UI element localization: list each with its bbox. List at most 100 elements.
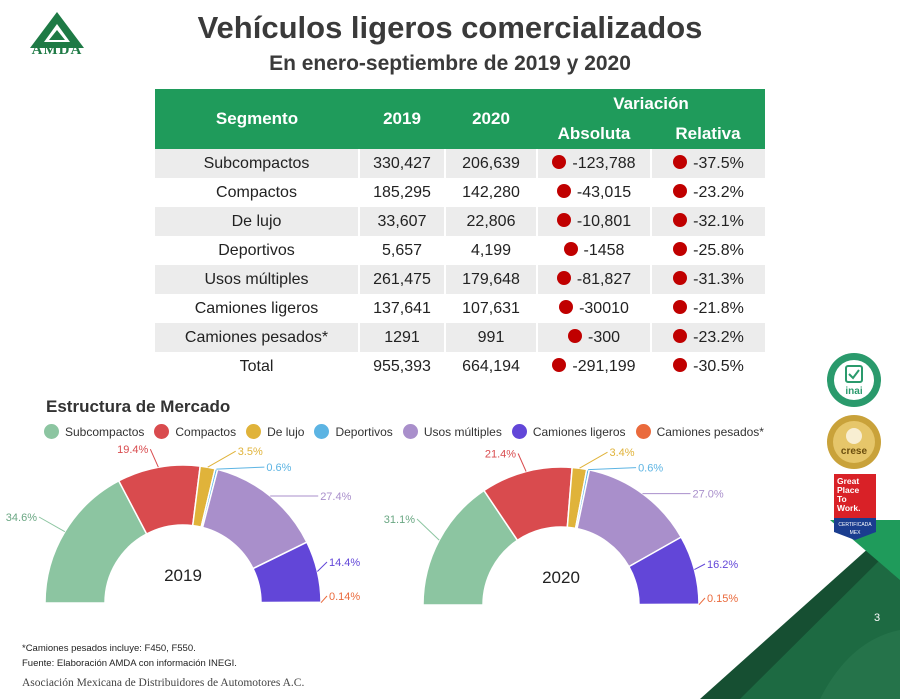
cell-2019: 955,393 — [358, 352, 445, 381]
cell-absolute: -30010 — [536, 294, 651, 323]
cell-absolute-value: -10,801 — [576, 212, 632, 230]
donut-segment — [260, 601, 322, 604]
header-relative: Relativa — [651, 119, 765, 149]
cell-2020: 4,199 — [444, 236, 537, 265]
header-absolute: Absoluta — [537, 119, 651, 149]
donut-segment — [576, 469, 683, 568]
status-dot-icon — [673, 154, 688, 169]
legend-label: De lujo — [267, 424, 305, 439]
donut-segment — [627, 536, 700, 606]
cell-relative-value: -37.5% — [693, 154, 744, 172]
leader-line — [320, 595, 328, 604]
donut-segment — [201, 468, 308, 570]
status-dot-icon — [673, 357, 688, 372]
status-dot-icon — [563, 241, 578, 256]
legend-swatch — [44, 424, 59, 439]
legend-label: Camiones pesados* — [656, 424, 764, 439]
legend-swatch — [246, 424, 262, 439]
cell-relative: -25.8% — [650, 236, 765, 265]
cell-absolute: -10,801 — [536, 207, 651, 236]
cell-absolute: -291,199 — [536, 352, 651, 381]
cell-2020: 179,648 — [444, 265, 537, 294]
cell-relative-value: -32.1% — [693, 212, 744, 230]
cell-relative: -23.2% — [650, 178, 765, 207]
cell-2019: 330,427 — [358, 149, 445, 178]
cell-absolute-value: -81,827 — [576, 270, 632, 288]
crese-badge-text: crese — [841, 446, 868, 457]
legend-item: Subcompactos — [44, 424, 144, 439]
data-label: 31.1% — [384, 514, 415, 526]
donut-segment — [252, 541, 322, 604]
donut-segment — [44, 479, 148, 604]
chart-year-label: 2019 — [164, 566, 202, 585]
cell-relative: -23.2% — [650, 323, 765, 352]
footnote-source: Fuente: Elaboración AMDA con información… — [22, 658, 237, 669]
status-dot-icon — [567, 328, 582, 343]
cell-segment-value: Usos múltiples — [204, 270, 309, 288]
cell-segment-value: Deportivos — [218, 241, 295, 259]
cell-segment-value: Camiones ligeros — [194, 299, 319, 317]
cell-2019-value: 5,657 — [381, 241, 423, 259]
donut-segment — [482, 466, 573, 542]
cell-2020-value: 179,648 — [462, 270, 520, 288]
legend-swatch — [402, 424, 418, 439]
cell-segment: Compactos — [155, 178, 359, 207]
status-dot-icon — [673, 241, 688, 256]
status-dot-icon — [559, 299, 574, 314]
cell-2020: 991 — [444, 323, 537, 352]
cell-relative-value: -21.8% — [693, 299, 744, 317]
cell-2019: 5,657 — [358, 236, 445, 265]
cell-2019-value: 330,427 — [373, 154, 431, 172]
corner-decoration — [700, 520, 900, 699]
cell-absolute: -1458 — [536, 236, 651, 265]
leader-line — [517, 453, 527, 472]
status-dot-icon — [673, 270, 688, 285]
cell-2019-value: 33,607 — [377, 212, 427, 230]
cell-segment: Subcompactos — [155, 149, 359, 178]
cell-segment-value: Compactos — [216, 183, 297, 201]
data-label: 19.4% — [117, 444, 148, 456]
cell-absolute-value: -291,199 — [572, 357, 636, 375]
header-segment: Segmento — [155, 89, 359, 149]
cell-absolute-value: -123,788 — [572, 154, 636, 172]
legend-item: Deportivos — [314, 424, 393, 439]
cell-2020-value: 991 — [477, 328, 505, 346]
cell-absolute-value: -1458 — [583, 241, 625, 259]
cell-relative-value: -23.2% — [693, 183, 744, 201]
table-row: Camiones ligeros 137,641 107,631 -30010 -21.… — [155, 294, 765, 323]
gptw-line-2: Place — [837, 485, 859, 495]
cell-segment-value: Total — [239, 357, 274, 375]
crese-badge: crese — [827, 415, 881, 469]
cell-2019-value: 1291 — [384, 328, 420, 346]
leader-line — [416, 518, 440, 541]
cell-absolute-value: -30010 — [579, 299, 629, 317]
data-label: 34.6% — [6, 512, 37, 524]
inai-badge: inai — [827, 353, 881, 407]
status-dot-icon — [556, 212, 571, 227]
cell-segment-value: Subcompactos — [203, 154, 310, 172]
cell-2020-value: 664,194 — [462, 357, 520, 375]
cell-absolute-value: -43,015 — [576, 183, 632, 201]
cell-absolute: -123,788 — [536, 149, 651, 178]
legend-swatch — [635, 424, 651, 439]
cell-relative: -32.1% — [650, 207, 765, 236]
cell-2019: 261,475 — [358, 265, 445, 294]
table-row: Usos múltiples 261,475 179,648 -81,827 -31.3… — [155, 265, 765, 294]
status-dot-icon — [673, 183, 688, 198]
legend-label: Deportivos — [335, 424, 393, 439]
cell-2020: 107,631 — [444, 294, 537, 323]
gptw-line-4: Work. — [837, 503, 860, 513]
header-2020: 2020 — [445, 89, 537, 149]
cell-segment: Camiones pesados* — [155, 323, 359, 352]
cell-relative-value: -31.3% — [693, 270, 744, 288]
legend-swatch — [511, 424, 527, 439]
table-row: De lujo 33,607 22,806 -10,801 -32.1% — [155, 207, 765, 236]
amda-logo — [30, 12, 84, 48]
market-structure-title: Estructura de Mercado — [46, 397, 231, 416]
table-row: Subcompactos 330,427 206,639 -123,788 -37.5% — [155, 149, 765, 178]
cell-2020-value: 4,199 — [470, 241, 512, 259]
donut-segment — [422, 489, 519, 606]
gptw-certified: CERTIFICADA — [838, 522, 872, 528]
sales-table: Segmento 2019 2020 Variación Absoluta Re… — [155, 89, 765, 381]
gptw-line-1: Great — [837, 476, 859, 486]
